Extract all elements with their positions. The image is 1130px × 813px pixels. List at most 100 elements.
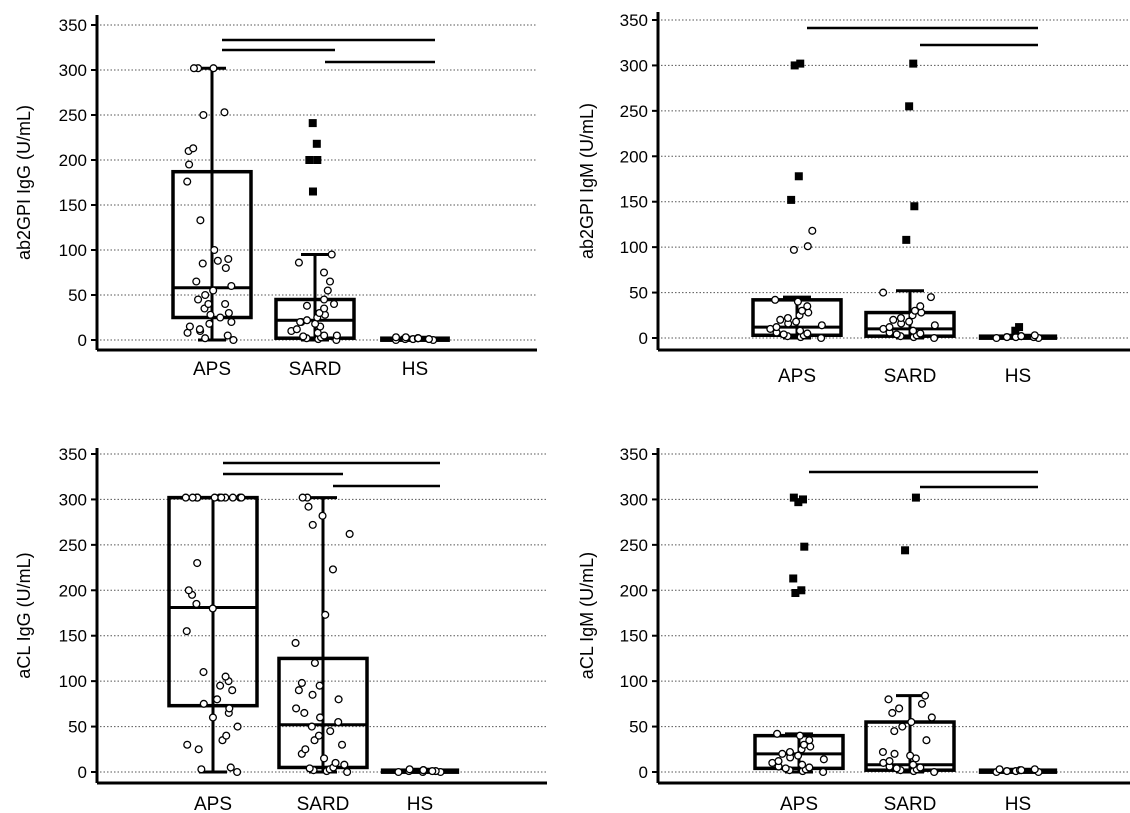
data-point: [884, 695, 893, 704]
y-tick-label: 350: [620, 11, 648, 30]
data-point: [391, 333, 401, 342]
data-point: [226, 763, 235, 772]
data-point: [315, 681, 324, 690]
data-point: [906, 751, 915, 760]
outlier-point: [909, 59, 918, 68]
data-point: [326, 727, 335, 736]
outlier-point: [910, 202, 919, 211]
x-category-label: SARD: [289, 359, 342, 380]
box-aps: [167, 493, 259, 777]
box-aps: [751, 59, 843, 343]
data-point: [213, 256, 222, 265]
data-point: [332, 331, 341, 340]
data-point: [879, 288, 888, 297]
box-hs: [380, 765, 460, 777]
data-point: [334, 695, 343, 704]
data-point: [302, 301, 312, 310]
data-point: [774, 757, 783, 766]
data-point: [798, 760, 807, 769]
y-axis-title: aCL IgM (U/mL): [577, 552, 597, 679]
outlier-point: [905, 102, 914, 111]
outlier-point: [911, 493, 920, 502]
y-tick-label: 250: [59, 106, 87, 125]
data-point: [783, 313, 792, 323]
data-point: [329, 299, 339, 309]
data-point: [905, 317, 914, 326]
x-category-label: SARD: [884, 794, 937, 813]
data-point: [890, 727, 899, 736]
data-point: [895, 704, 904, 713]
data-point: [183, 740, 192, 749]
data-point: [201, 290, 210, 300]
outlier-point: [791, 589, 800, 598]
box-iqr: [277, 656, 369, 770]
outlier-point: [901, 546, 910, 555]
data-point: [225, 704, 234, 713]
data-point: [201, 334, 210, 343]
y-tick-label: 200: [59, 581, 87, 600]
y-tick-label: 100: [620, 238, 648, 257]
data-point: [789, 245, 798, 254]
data-point: [995, 765, 1004, 774]
data-point: [805, 736, 814, 745]
data-point: [189, 144, 198, 153]
data-point: [898, 722, 907, 731]
data-point: [292, 704, 301, 713]
data-point: [199, 699, 208, 708]
data-point: [199, 110, 208, 120]
y-tick-label: 0: [78, 331, 87, 350]
data-point: [1030, 765, 1039, 774]
data-point: [305, 764, 314, 773]
outlier-point: [308, 187, 317, 196]
outlier-point: [305, 156, 314, 164]
y-axis-title: aCL IgG (U/mL): [14, 552, 34, 678]
data-point: [345, 529, 354, 539]
data-point: [189, 64, 198, 73]
data-point: [314, 731, 323, 740]
x-category-label: SARD: [297, 794, 350, 813]
data-point: [194, 745, 203, 754]
data-point: [199, 668, 208, 677]
data-point: [419, 766, 428, 775]
outlier-point: [312, 139, 321, 148]
x-category-label: SARD: [884, 366, 937, 387]
data-point: [776, 315, 785, 324]
outlier-point: [800, 542, 809, 551]
data-point: [296, 317, 305, 327]
y-tick-label: 50: [629, 284, 648, 303]
data-point: [885, 323, 894, 332]
data-point: [292, 325, 301, 334]
outlier-point: [797, 586, 806, 595]
data-point: [325, 277, 335, 286]
y-tick-label: 0: [639, 329, 648, 348]
data-point: [1017, 332, 1026, 341]
data-point: [184, 586, 193, 595]
data-point: [197, 765, 206, 774]
data-point: [343, 767, 352, 777]
y-tick-label: 150: [620, 193, 648, 212]
data-point: [785, 747, 794, 757]
data-point: [210, 245, 219, 255]
data-point: [223, 331, 232, 340]
data-point: [405, 765, 414, 774]
data-point: [228, 686, 237, 695]
data-point: [210, 493, 219, 502]
data-point: [217, 493, 226, 502]
y-tick-label: 50: [68, 718, 87, 737]
data-point: [803, 242, 812, 251]
y-tick-label: 100: [59, 241, 87, 260]
data-point: [221, 263, 230, 273]
data-point: [233, 767, 242, 777]
data-point: [772, 323, 781, 332]
data-point: [208, 713, 217, 722]
data-point: [320, 304, 329, 313]
data-point: [224, 308, 233, 318]
y-tick-label: 350: [59, 16, 87, 35]
data-point: [220, 108, 229, 117]
data-point: [328, 565, 338, 574]
data-point: [185, 322, 194, 331]
outlier-point: [790, 61, 799, 70]
data-point: [930, 767, 939, 777]
data-point: [221, 299, 230, 309]
